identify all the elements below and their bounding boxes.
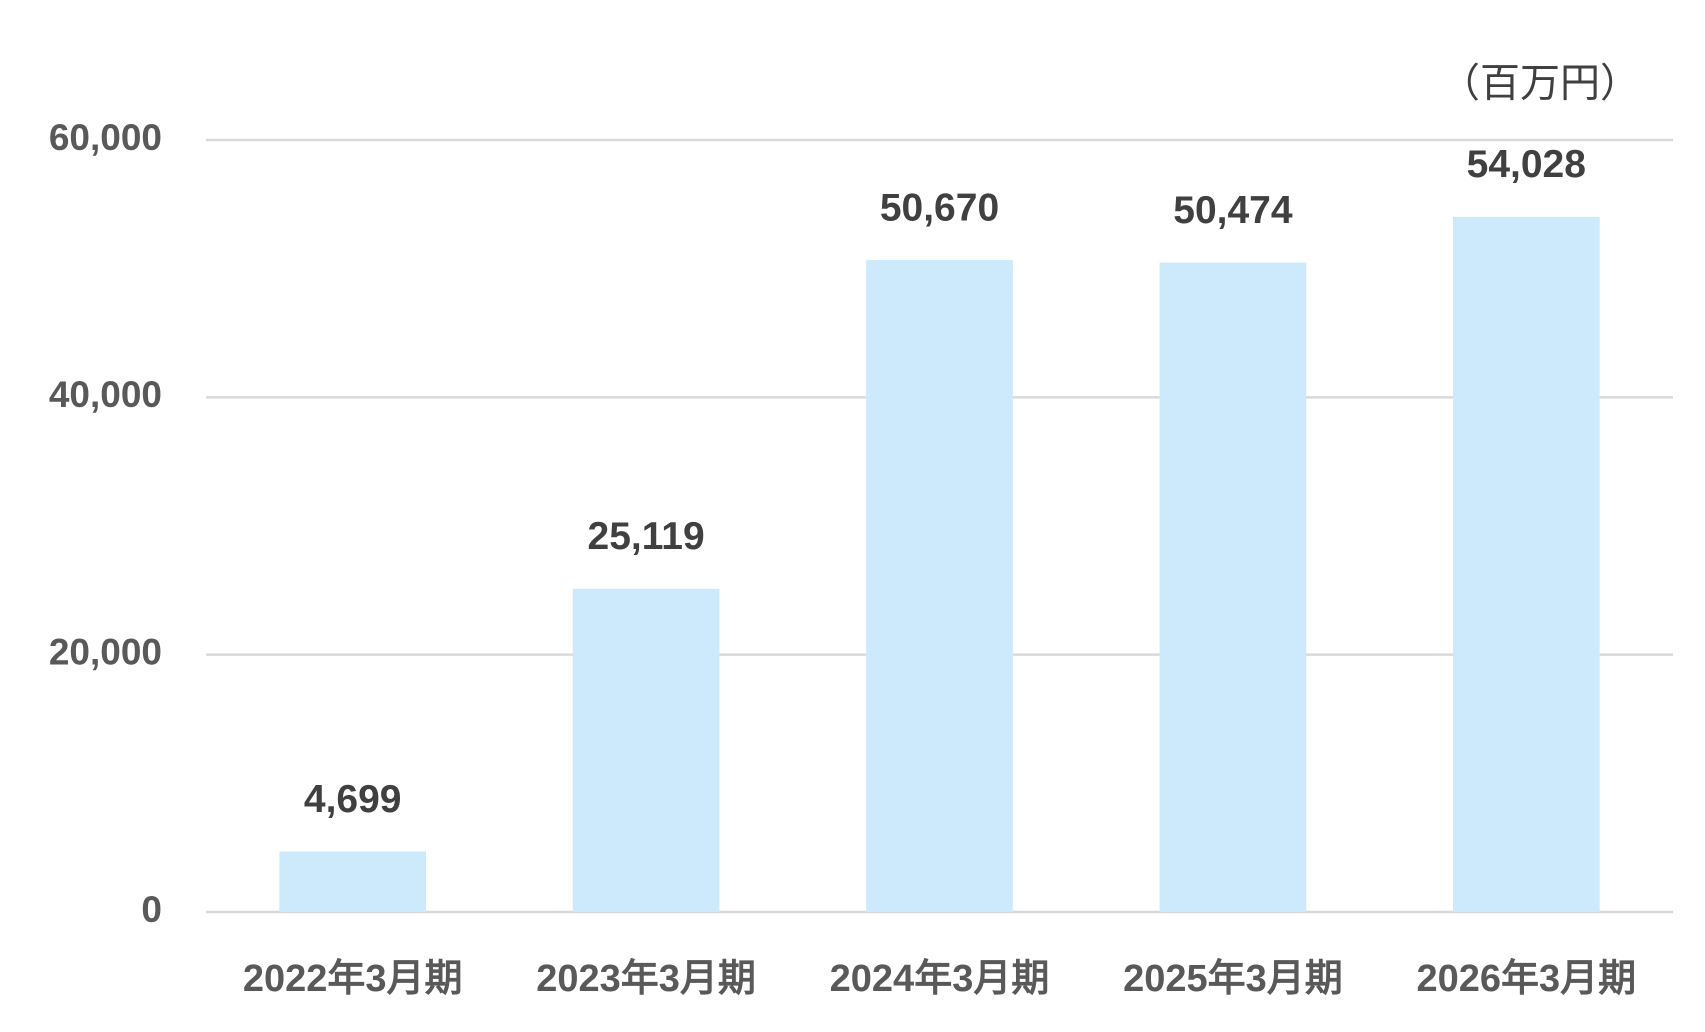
x-tick-label: 2025年3月期 bbox=[1123, 958, 1343, 1000]
data-label: 25,119 bbox=[588, 515, 705, 558]
bar bbox=[1159, 262, 1307, 912]
x-tick-label: 2026年3月期 bbox=[1416, 958, 1636, 1000]
bar bbox=[866, 260, 1013, 912]
y-tick-label: 0 bbox=[141, 889, 162, 930]
bar bbox=[1452, 216, 1600, 913]
y-tick-label: 40,000 bbox=[49, 374, 162, 415]
data-label: 54,028 bbox=[1467, 143, 1586, 186]
x-tick-label: 2023年3月期 bbox=[536, 958, 756, 1000]
bar bbox=[279, 851, 427, 912]
y-tick-label: 20,000 bbox=[49, 631, 162, 672]
data-label: 50,474 bbox=[1173, 189, 1293, 232]
y-tick-label: 60,000 bbox=[49, 117, 162, 158]
x-tick-label: 2024年3月期 bbox=[830, 958, 1050, 1000]
x-tick-label: 2022年3月期 bbox=[243, 958, 463, 1000]
unit-label: （百万円） bbox=[1440, 62, 1640, 106]
data-label: 50,670 bbox=[880, 186, 999, 229]
data-label: 4,699 bbox=[304, 778, 402, 821]
bar bbox=[572, 588, 720, 912]
